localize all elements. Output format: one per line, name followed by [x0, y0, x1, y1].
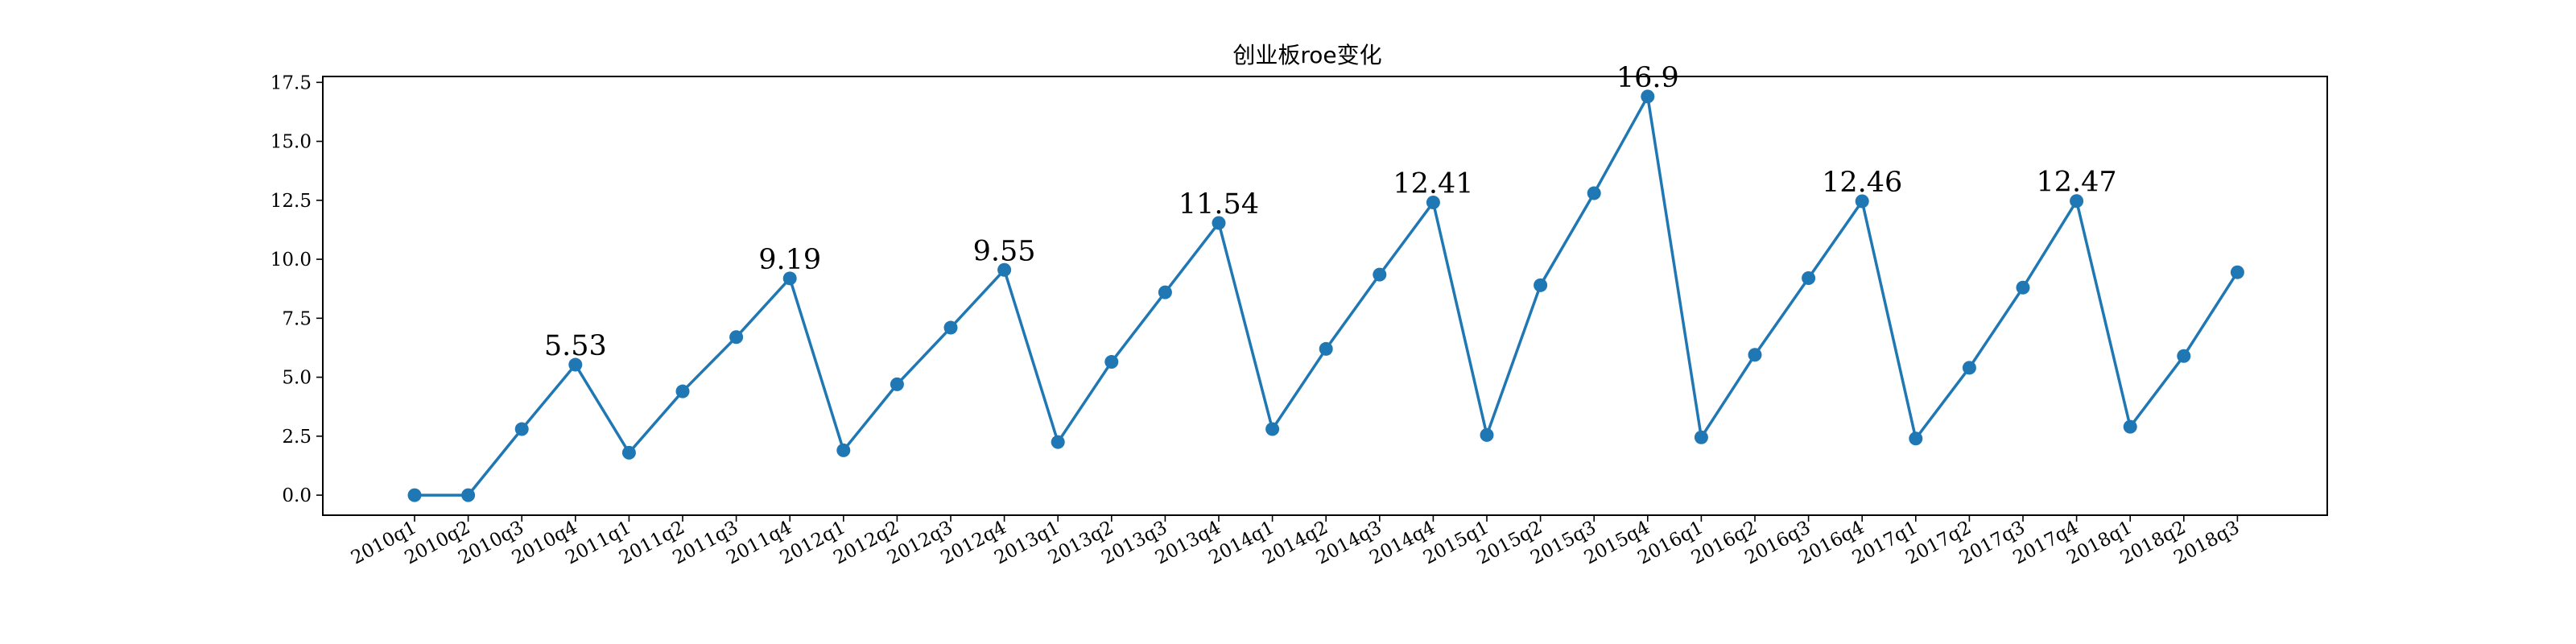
- data-point-31: [2070, 194, 2084, 208]
- annotation-5: 16.9: [1616, 62, 1679, 94]
- data-point-16: [1265, 422, 1280, 436]
- y-tick-label-3: 7.5: [282, 308, 312, 329]
- data-point-9: [890, 377, 904, 391]
- data-point-27: [1855, 194, 1869, 208]
- data-point-24: [1694, 430, 1708, 444]
- data-point-18: [1373, 267, 1387, 282]
- data-point-11: [997, 262, 1012, 277]
- data-point-13: [1104, 355, 1119, 369]
- y-tick-label-6: 15.0: [270, 132, 312, 153]
- data-point-12: [1051, 435, 1065, 449]
- data-point-5: [675, 384, 690, 398]
- annotation-3: 11.54: [1179, 188, 1259, 221]
- series-line: [415, 95, 2239, 497]
- data-point-29: [1962, 361, 1976, 375]
- y-tick-label-5: 12.5: [270, 191, 312, 212]
- data-point-0: [407, 488, 422, 502]
- data-point-3: [568, 357, 583, 372]
- data-point-32: [2123, 419, 2137, 434]
- y-tick-label-1: 2.5: [282, 427, 312, 448]
- data-point-25: [1748, 348, 1762, 362]
- data-point-17: [1319, 341, 1333, 356]
- data-point-20: [1480, 427, 1494, 442]
- y-tick-label-0: 0.0: [282, 485, 312, 506]
- y-tick-label-7: 17.5: [270, 72, 312, 93]
- annotation-4: 12.41: [1393, 167, 1473, 200]
- annotation-7: 12.47: [2036, 167, 2116, 199]
- data-point-6: [729, 330, 744, 345]
- data-point-26: [1802, 271, 1816, 286]
- data-point-22: [1587, 186, 1601, 200]
- data-point-33: [2177, 349, 2191, 363]
- data-point-2: [514, 422, 529, 436]
- plot-frame: [322, 76, 2328, 516]
- data-point-30: [2016, 280, 2030, 295]
- annotation-0: 5.53: [544, 330, 607, 362]
- data-point-8: [836, 443, 851, 457]
- data-point-1: [461, 488, 476, 502]
- data-point-19: [1426, 195, 1440, 209]
- y-tick-label-2: 5.0: [282, 368, 312, 389]
- data-point-14: [1158, 285, 1172, 299]
- data-point-10: [943, 320, 958, 335]
- y-tick-label-4: 10.0: [270, 250, 312, 270]
- data-point-28: [1909, 431, 1923, 446]
- data-point-4: [621, 445, 636, 460]
- plot-area: 0.02.55.07.510.012.515.017.52010q12010q2…: [270, 62, 2328, 569]
- data-point-7: [782, 271, 797, 286]
- annotation-2: 9.55: [973, 235, 1036, 267]
- data-point-21: [1534, 278, 1548, 292]
- data-point-23: [1641, 89, 1655, 104]
- data-point-34: [2230, 265, 2244, 279]
- annotation-1: 9.19: [758, 244, 821, 276]
- chart-title: 创业板roe变化: [1232, 42, 1381, 68]
- data-point-15: [1212, 216, 1226, 230]
- annotation-6: 12.46: [1822, 167, 1902, 199]
